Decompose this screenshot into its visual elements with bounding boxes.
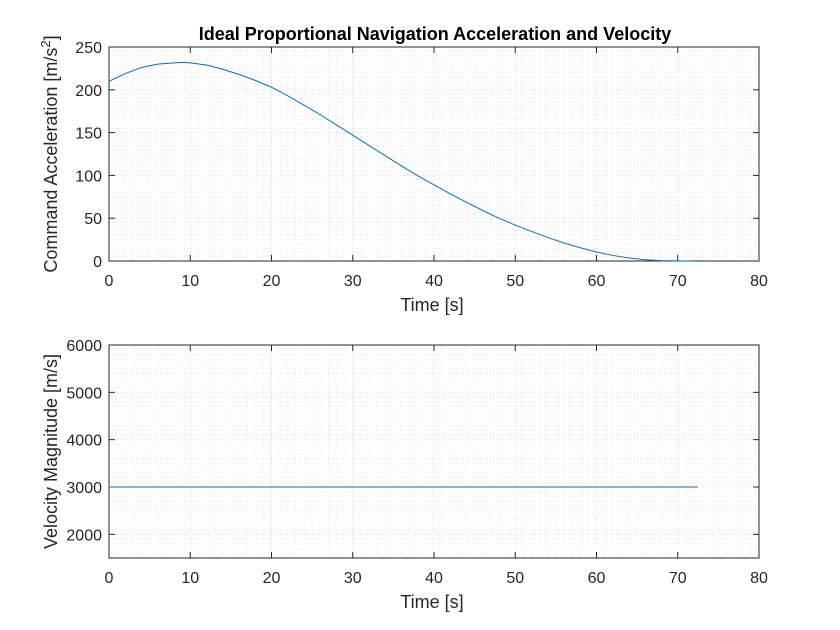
velocity-xtick-label: 10 bbox=[181, 570, 199, 587]
acceleration-xtick-label: 70 bbox=[669, 273, 687, 290]
acceleration-xtick-label: 50 bbox=[506, 273, 524, 290]
velocity-ytick-label: 5000 bbox=[66, 385, 102, 402]
acceleration-ytick-label: 250 bbox=[75, 40, 102, 57]
acceleration-axes: 0 10 20 30 40 50 60 70 80 0 50 100 150 200 250 Time [s]… bbox=[38, 35, 769, 315]
velocity-xtick-label: 30 bbox=[344, 570, 362, 587]
acceleration-ytick-label: 200 bbox=[75, 83, 102, 100]
figure-title: Ideal Proportional Navigation Accelerati… bbox=[199, 24, 671, 44]
velocity-xtick-label: 40 bbox=[425, 570, 443, 587]
velocity-plot-area bbox=[108, 344, 760, 559]
velocity-xtick-label: 60 bbox=[588, 570, 606, 587]
acceleration-ytick-label: 50 bbox=[84, 211, 102, 228]
acceleration-ylabel: Command Acceleration [m/s2] bbox=[38, 35, 62, 272]
acceleration-xtick-label: 40 bbox=[425, 273, 443, 290]
acceleration-xtick-label: 20 bbox=[263, 273, 281, 290]
acceleration-ytick-label: 150 bbox=[75, 126, 102, 143]
velocity-axes: 0 10 20 30 40 50 60 70 80 2000 3000 4000 5000 6000 Tim… bbox=[41, 338, 768, 612]
velocity-xtick-label: 0 bbox=[105, 570, 114, 587]
acceleration-ytick-label: 0 bbox=[93, 254, 102, 271]
velocity-xlabel: Time [s] bbox=[400, 592, 463, 612]
velocity-xtick-label: 50 bbox=[506, 570, 524, 587]
velocity-xtick-label: 70 bbox=[669, 570, 687, 587]
velocity-xtick-label: 20 bbox=[263, 570, 281, 587]
acceleration-xtick-label: 30 bbox=[344, 273, 362, 290]
acceleration-xtick-label: 60 bbox=[588, 273, 606, 290]
acceleration-axes-frame bbox=[108, 46, 760, 262]
acceleration-xtick-label: 10 bbox=[181, 273, 199, 290]
acceleration-ytick-label: 100 bbox=[75, 168, 102, 185]
acceleration-series-line-0 bbox=[108, 61, 699, 262]
velocity-axes-frame bbox=[108, 344, 760, 559]
velocity-ytick-label: 3000 bbox=[66, 480, 102, 497]
velocity-ytick-label: 2000 bbox=[66, 527, 102, 544]
velocity-ylabel: Velocity Magnitude [m/s] bbox=[41, 354, 61, 549]
velocity-xtick-label: 80 bbox=[750, 570, 768, 587]
acceleration-xtick-label: 0 bbox=[105, 273, 114, 290]
velocity-ytick-label: 4000 bbox=[66, 433, 102, 450]
velocity-ytick-label: 6000 bbox=[66, 338, 102, 355]
acceleration-xlabel: Time [s] bbox=[400, 295, 463, 315]
acceleration-xtick-label: 80 bbox=[750, 273, 768, 290]
